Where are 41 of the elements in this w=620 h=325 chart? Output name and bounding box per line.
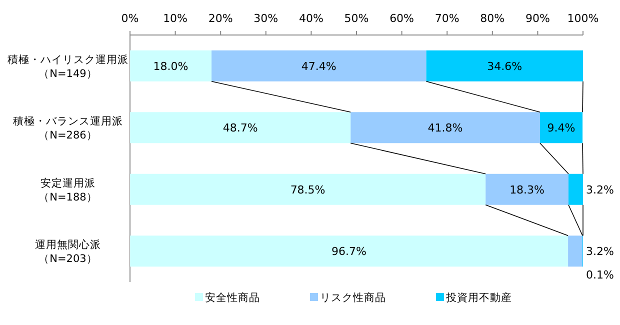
bar	[212, 50, 426, 82]
data-label: 78.5%	[290, 183, 326, 196]
bar	[426, 50, 583, 82]
data-label: 47.4%	[301, 60, 336, 73]
data-label: 41.8%	[428, 122, 463, 135]
data-label: 3.2%	[586, 245, 614, 258]
x-tick-label: 40%	[298, 12, 324, 25]
x-tick-label: 30%	[254, 12, 278, 25]
y-tick-label: 安定運用派（N=188）	[38, 176, 98, 204]
legend-label: 安全性商品	[205, 291, 260, 304]
x-tick-label: 70%	[434, 12, 460, 25]
y-tick-label: 積極・バランス運用派（N=286）	[13, 114, 123, 142]
x-tick-label: 60%	[390, 12, 414, 25]
data-label: 18.3%	[510, 183, 545, 196]
y-tick-label: 運用無関心派（N=203）	[35, 238, 101, 266]
x-tick-label: 80%	[480, 12, 505, 25]
bar	[130, 112, 351, 144]
data-label: 34.6%	[487, 60, 522, 73]
bar	[568, 174, 583, 205]
data-label: 48.7%	[222, 122, 258, 135]
legend-label: リスク性商品	[320, 291, 386, 304]
data-label: 18.0%	[153, 60, 188, 73]
bar	[130, 50, 212, 82]
data-label: 0.1%	[586, 268, 614, 282]
y-tick-label: 積極・ハイリスク運用派（N=149）	[8, 52, 128, 80]
x-tick-label: 0%	[121, 12, 139, 25]
x-tick-label: 100%	[567, 12, 599, 25]
x-tick-label: 20%	[208, 12, 233, 25]
bar	[486, 174, 569, 205]
x-tick-label: 90%	[525, 12, 550, 25]
data-label: 3.2%	[586, 183, 614, 196]
bar	[568, 236, 583, 267]
bar	[130, 174, 486, 205]
legend-label: 投資用不動産	[445, 291, 512, 304]
x-tick-label: 50%	[344, 12, 369, 25]
bar	[540, 112, 583, 144]
data-label: 9.4%	[547, 122, 576, 135]
x-tick-label: 10%	[163, 12, 188, 25]
bar	[130, 236, 568, 267]
data-label: 96.7%	[332, 245, 366, 258]
bar	[350, 112, 540, 144]
